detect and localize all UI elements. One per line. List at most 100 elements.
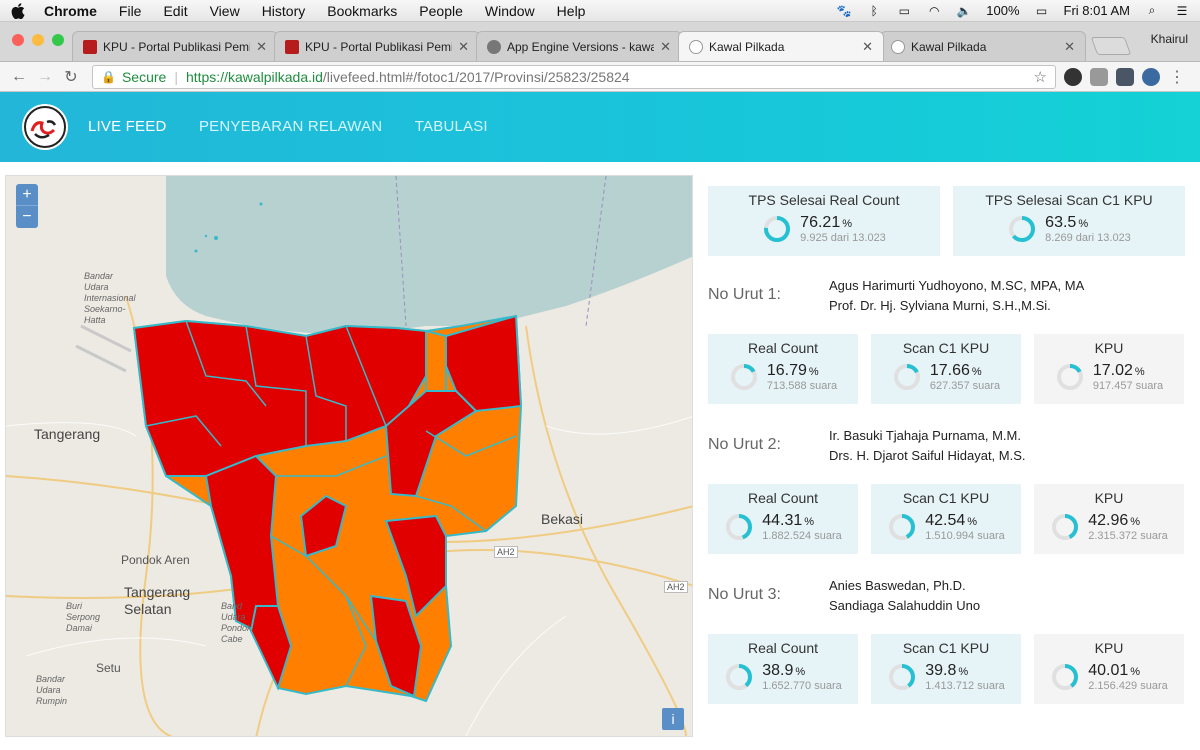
tab-app-engine[interactable]: App Engine Versions - kawalp ✕ — [476, 31, 682, 61]
percent-unit: % — [1134, 366, 1145, 378]
cat-icon[interactable]: 🐾 — [836, 3, 852, 18]
candidate-vice-name: Prof. Dr. Hj. Sylviana Murni, S.H.,M.Si. — [829, 298, 1051, 313]
kawal-pilkada-logo[interactable] — [22, 104, 68, 150]
card-subtext: 2.156.429 suara — [1088, 680, 1168, 692]
percent-unit: % — [958, 666, 969, 678]
map-label-serpong: Buri Serpong Damai — [66, 601, 101, 633]
card-subtext: 917.457 suara — [1092, 380, 1164, 392]
map-road-ah2: AH2 — [494, 546, 518, 558]
percent-unit: % — [795, 666, 806, 678]
nav-penyebaran-relawan[interactable]: PENYEBARAN RELAWAN — [198, 118, 383, 135]
address-bar[interactable]: 🔒 Secure | https://kawalpilkada.id /live… — [92, 64, 1056, 89]
bluetooth-icon[interactable]: ᛒ — [870, 3, 878, 18]
app-engine-favicon-icon — [487, 39, 501, 54]
progress-ring-icon — [726, 664, 753, 690]
wifi-icon[interactable]: ◠ — [929, 3, 940, 18]
map-label-tangerang-selatan: Tangerang Selatan — [124, 584, 191, 617]
profile-name[interactable]: Khairul — [1150, 32, 1188, 46]
tab-close-icon[interactable]: ✕ — [256, 38, 267, 54]
card-subtext: 627.357 suara — [929, 380, 1001, 392]
tab-close-icon[interactable]: ✕ — [458, 38, 469, 54]
menu-view[interactable]: View — [209, 2, 240, 19]
candidate-governor-name: Anies Baswedan, Ph.D. — [829, 578, 966, 593]
battery-icon[interactable]: ▭ — [1035, 3, 1048, 18]
card-title: TPS Selesai Real Count — [748, 192, 900, 208]
apple-icon[interactable] — [10, 2, 26, 19]
tab-kawal-pilkada-active[interactable]: Kawal Pilkada ✕ — [678, 31, 884, 61]
extension-circle-icon[interactable] — [1064, 67, 1082, 86]
card-title: Scan C1 KPU — [902, 340, 990, 356]
airplay-icon[interactable]: ▭ — [898, 3, 910, 18]
menu-history[interactable]: History — [261, 2, 306, 19]
region-candidate-2-port[interactable] — [425, 329, 447, 392]
extension-dots-icon[interactable] — [1116, 67, 1134, 86]
menu-app-name[interactable]: Chrome — [44, 2, 97, 19]
spotlight-search-icon[interactable]: ⌕ — [1148, 3, 1156, 17]
clock[interactable]: Fri 8:01 AM — [1063, 3, 1130, 18]
tab-close-icon[interactable]: ✕ — [862, 38, 873, 54]
tab-label: KPU - Portal Publikasi Pemilih — [103, 39, 251, 54]
new-tab-button[interactable] — [1090, 37, 1132, 55]
reload-icon[interactable]: ↻ — [64, 68, 78, 86]
card-percent: 42.96 — [1088, 512, 1129, 529]
tab-close-icon[interactable]: ✕ — [1064, 38, 1075, 54]
bookmark-star-icon[interactable]: ☆ — [1033, 68, 1047, 86]
menu-bookmarks[interactable]: Bookmarks — [327, 2, 398, 19]
candidate-governor-name: Agus Harimurti Yudhoyono, M.SC, MPA, MA — [829, 278, 1085, 293]
menu-file[interactable]: File — [118, 2, 142, 19]
candidate-2-stat-card: Scan C1 KPU 42.54% 1.510.994 suara — [871, 484, 1021, 554]
main-nav: LIVE FEED PENYEBARAN RELAWAN TABULASI — [88, 118, 516, 136]
tab-kpu-2[interactable]: KPU - Portal Publikasi Pemilih ✕ — [274, 31, 480, 61]
map-label-bandar-udara-rumpin: Bandar Udara Rumpin — [36, 674, 68, 706]
volume-icon[interactable]: 🔈 — [956, 3, 972, 18]
zoom-in-button[interactable]: + — [16, 184, 38, 206]
back-arrow-icon[interactable]: ← — [11, 67, 27, 85]
map-canvas — [6, 176, 692, 736]
nav-tabulasi[interactable]: TABULASI — [414, 118, 488, 135]
candidate-vice-name: Sandiaga Salahuddin Uno — [829, 598, 981, 613]
tab-kawal-pilkada[interactable]: Kawal Pilkada ✕ — [880, 31, 1086, 61]
region-candidate-1-southwest[interactable] — [249, 605, 293, 691]
zoom-window-button[interactable] — [52, 34, 64, 46]
forward-arrow-icon[interactable]: → — [37, 67, 53, 85]
kawal-pilkada-favicon-icon — [891, 39, 905, 54]
card-percent: 38.9 — [762, 662, 794, 679]
region-candidate-1-center[interactable] — [299, 494, 348, 558]
card-title: Real Count — [747, 640, 819, 656]
menu-edit[interactable]: Edit — [163, 2, 188, 19]
percent-unit: % — [842, 218, 852, 230]
region-candidate-1-east[interactable] — [384, 514, 447, 618]
page-content: + − i Bandar Udara Internasional Soekarn… — [0, 162, 1200, 750]
election-map[interactable]: + − i Bandar Udara Internasional Soekarn… — [5, 175, 693, 737]
extension-globe-icon[interactable] — [1142, 67, 1160, 86]
card-title: Real Count — [747, 490, 819, 506]
card-title: Scan C1 KPU — [902, 490, 990, 506]
kpu-favicon-icon — [285, 39, 299, 54]
extension-shield-icon[interactable] — [1090, 67, 1108, 86]
chrome-menu-icon[interactable]: ⋮ — [1169, 68, 1185, 86]
candidate-vice-name: Drs. H. Djarot Saiful Hidayat, M.S. — [829, 448, 1026, 463]
zoom-out-button[interactable]: − — [22, 208, 32, 225]
tab-close-icon[interactable]: ✕ — [660, 38, 671, 54]
notification-center-icon[interactable]: ☰ — [1176, 3, 1188, 18]
nav-live-feed[interactable]: LIVE FEED — [88, 118, 167, 135]
summary-real-count-card: TPS Selesai Real Count 76.21% 9.925 dari… — [708, 186, 940, 256]
menu-window[interactable]: Window — [484, 2, 535, 19]
close-window-button[interactable] — [12, 34, 24, 46]
progress-ring-icon — [889, 514, 916, 540]
tab-label: Kawal Pilkada — [911, 39, 987, 54]
map-info-button[interactable]: i — [662, 708, 684, 730]
macos-menubar: Chrome File Edit View History Bookmarks … — [0, 0, 1200, 22]
minimize-window-button[interactable] — [32, 34, 44, 46]
menu-people[interactable]: People — [419, 2, 463, 19]
kpu-favicon-icon — [83, 39, 97, 54]
candidate-governor-name: Ir. Basuki Tjahaja Purnama, M.M. — [829, 428, 1021, 443]
battery-percent: 100% — [986, 3, 1020, 18]
tab-strip: KPU - Portal Publikasi Pemilih ✕ KPU - P… — [0, 22, 1200, 62]
card-percent: 42.54 — [925, 512, 966, 529]
progress-ring-icon — [726, 514, 753, 540]
tab-kpu-1[interactable]: KPU - Portal Publikasi Pemilih ✕ — [72, 31, 278, 61]
menu-help[interactable]: Help — [556, 2, 586, 19]
candidate-1-stat-card: KPU 17.02% 917.457 suara — [1034, 334, 1184, 404]
region-candidate-1-central-east[interactable] — [384, 390, 478, 498]
